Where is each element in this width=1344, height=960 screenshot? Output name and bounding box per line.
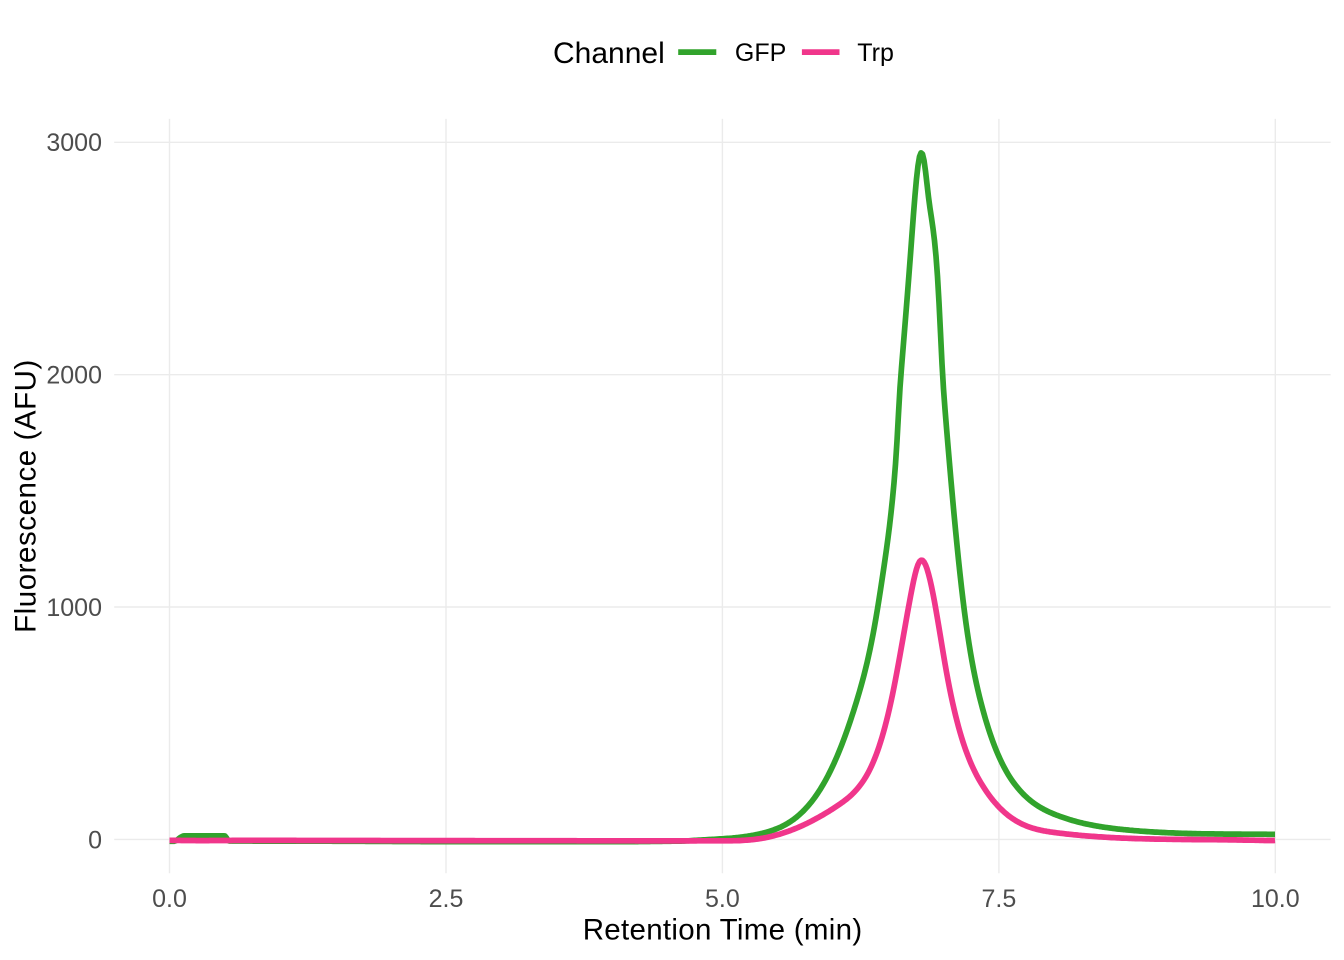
svg-text:2000: 2000 bbox=[46, 362, 102, 390]
svg-text:Retention Time (min): Retention Time (min) bbox=[583, 914, 863, 947]
svg-text:10.0: 10.0 bbox=[1251, 885, 1300, 913]
svg-text:Trp: Trp bbox=[857, 39, 894, 67]
svg-text:7.5: 7.5 bbox=[982, 885, 1017, 913]
svg-text:5.0: 5.0 bbox=[705, 885, 740, 913]
svg-text:Fluorescence (AFU): Fluorescence (AFU) bbox=[10, 359, 43, 633]
svg-text:GFP: GFP bbox=[735, 39, 786, 67]
svg-text:1000: 1000 bbox=[46, 594, 102, 622]
svg-text:2.5: 2.5 bbox=[429, 885, 464, 913]
svg-text:Channel: Channel bbox=[553, 37, 665, 70]
svg-text:0: 0 bbox=[88, 826, 102, 854]
svg-text:0.0: 0.0 bbox=[152, 885, 187, 913]
svg-text:3000: 3000 bbox=[46, 129, 102, 157]
